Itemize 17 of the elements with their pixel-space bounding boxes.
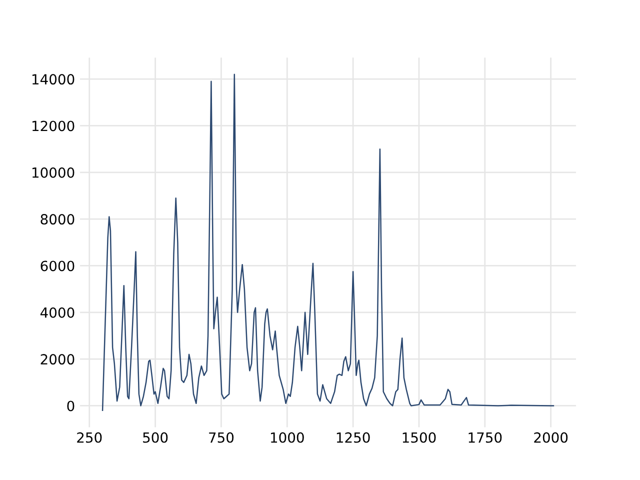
x-tick-label: 1250 xyxy=(336,432,370,443)
x-tick-label: 1000 xyxy=(270,432,304,443)
x-tick-label: 500 xyxy=(143,432,168,443)
line-series xyxy=(102,74,554,412)
y-tick-label: 0 xyxy=(67,400,74,412)
y-tick-label: 14000 xyxy=(32,74,74,85)
y-tick-label: 4000 xyxy=(40,307,74,318)
y-tick-label: 8000 xyxy=(40,214,74,225)
y-tick-label: 6000 xyxy=(40,260,74,272)
x-tick-label: 750 xyxy=(209,432,234,443)
x-tick-label: 250 xyxy=(77,432,102,443)
y-tick-label: 10000 xyxy=(32,167,74,178)
x-tick-label: 1750 xyxy=(468,432,502,443)
y-tick-label: 12000 xyxy=(32,120,74,132)
x-tick-label: 1500 xyxy=(402,432,436,443)
y-tick-label: 2000 xyxy=(40,354,74,365)
x-tick-label: 2000 xyxy=(534,432,568,443)
